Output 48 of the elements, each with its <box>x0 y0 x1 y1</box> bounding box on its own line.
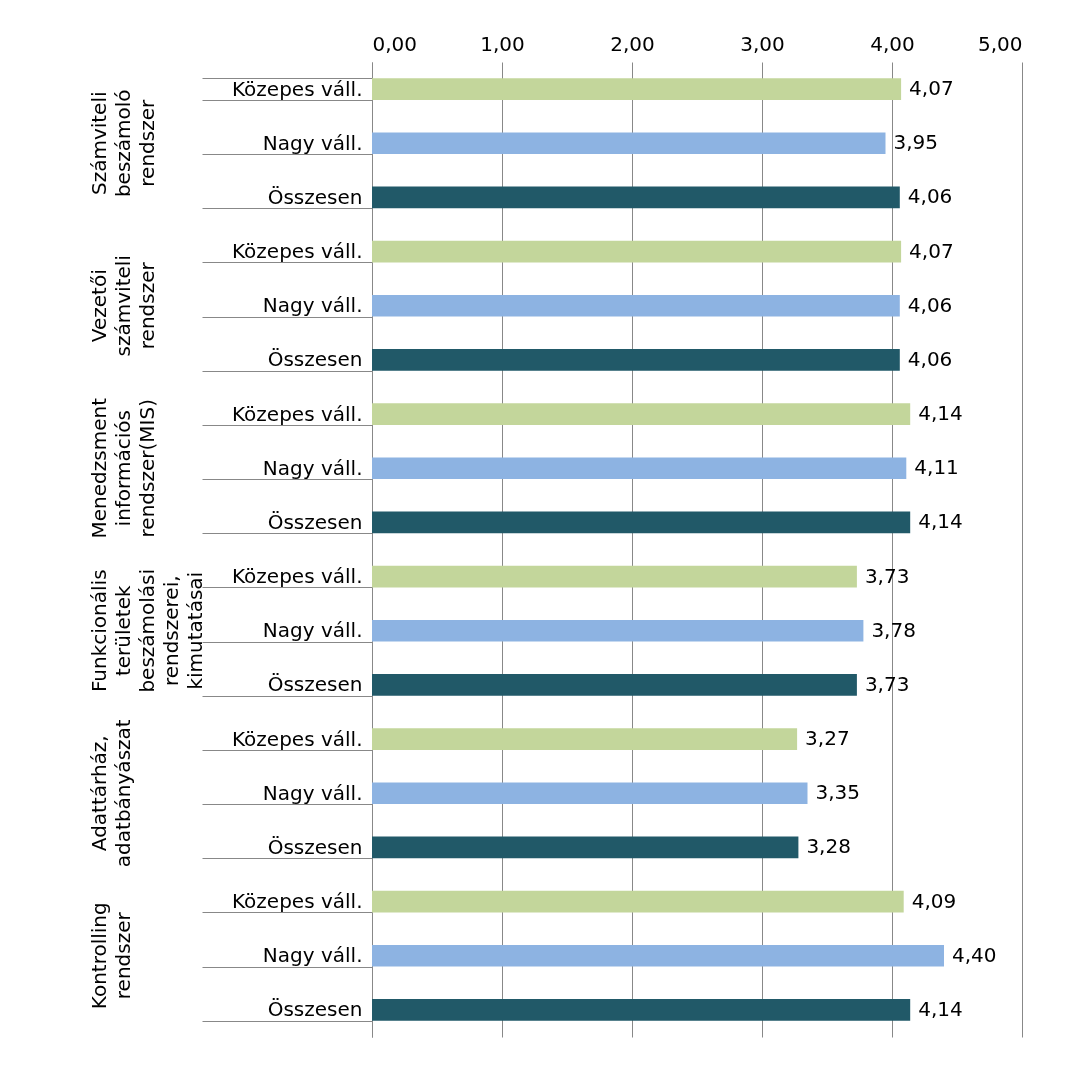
data-label: 4,40 <box>952 942 997 967</box>
y-tick-label: Közepes váll. <box>232 76 363 101</box>
data-label: 3,95 <box>893 130 939 155</box>
data-label: 4,11 <box>914 455 959 480</box>
text: Menedzsment információs rendszer(MIS) <box>87 397 159 539</box>
data-label: 3,27 <box>805 726 850 751</box>
y-tick-label: Közepes váll. <box>232 889 363 914</box>
data-label: 4,06 <box>907 184 953 209</box>
data-label: 3,78 <box>871 617 916 642</box>
text: Számviteli beszámoló rendszer <box>87 89 159 198</box>
x-tick-label: 5,00 <box>977 31 1023 56</box>
data-label: 4,07 <box>909 238 954 263</box>
y-tick-label: Nagy váll. <box>262 293 363 318</box>
data-label: 4,06 <box>907 292 953 317</box>
x-tick-label: 0,00 <box>372 31 418 56</box>
data-label: 4,14 <box>918 996 963 1021</box>
x-tick-label: 4,00 <box>870 31 915 56</box>
data-label: 4,06 <box>907 346 953 371</box>
data-label: 3,73 <box>864 671 910 696</box>
y-tick-label: Közepes váll. <box>232 726 363 751</box>
y-tick-label: Összesen <box>267 672 363 697</box>
y-tick-label: Nagy váll. <box>262 130 363 155</box>
y-tick-label: Közepes váll. <box>232 564 363 589</box>
data-label: 4,07 <box>909 76 954 101</box>
y-tick-label: Összesen <box>267 509 363 534</box>
y-tick-label: Összesen <box>267 834 363 859</box>
text: Vezetői számviteli rendszer <box>87 255 159 357</box>
y-tick-label: Nagy váll. <box>262 455 363 480</box>
y-tick-label: Összesen <box>267 997 363 1022</box>
text: Kontrolling rendszer <box>87 902 135 1010</box>
text: Funkcionális területek beszámolási rendszerei, kimutatásai <box>87 568 207 693</box>
data-label: 3,73 <box>864 563 910 588</box>
y-tick-label: Nagy váll. <box>262 780 363 805</box>
data-label: 4,09 <box>911 888 957 913</box>
y-tick-label: Közepes váll. <box>232 401 363 426</box>
y-tick-label: Összesen <box>267 347 363 372</box>
data-label: 3,28 <box>806 834 851 859</box>
data-label: 3,35 <box>815 780 861 805</box>
x-tick-label: 2,00 <box>610 31 655 56</box>
y-tick-label: Közepes váll. <box>232 239 363 264</box>
y-tick-label: Összesen <box>267 184 363 209</box>
data-label: 4,14 <box>918 509 963 534</box>
y-tick-label: Nagy váll. <box>262 618 363 643</box>
data-label: 4,14 <box>918 401 963 426</box>
x-tick-label: 1,00 <box>480 31 525 56</box>
y-tick-label: Nagy váll. <box>262 943 363 968</box>
x-tick-label: 3,00 <box>740 31 785 56</box>
text: Adattárház, adatbányászat <box>87 719 135 868</box>
